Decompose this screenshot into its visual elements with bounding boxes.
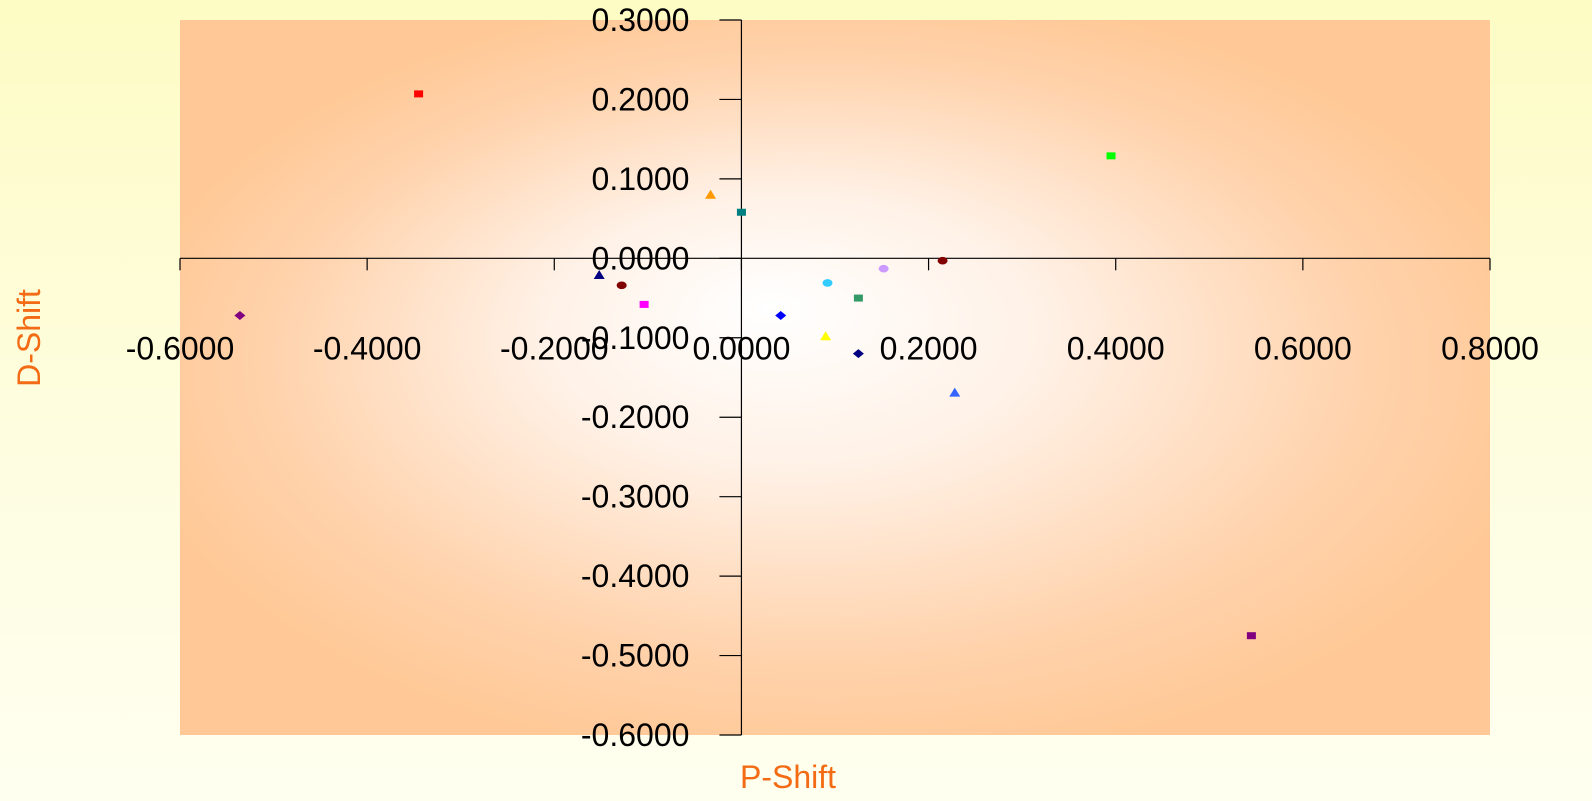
data-point — [593, 270, 605, 280]
data-point — [820, 331, 832, 341]
x-axis-title: P-Shift — [740, 759, 836, 795]
y-tick-label: -0.4000 — [581, 558, 690, 594]
data-point — [1106, 152, 1116, 160]
x-tick-label: -0.2000 — [500, 330, 609, 366]
data-point — [705, 189, 717, 199]
y-tick-label: -0.1000 — [581, 320, 690, 356]
x-tick-label: 0.2000 — [880, 330, 978, 366]
y-axis-title: D-Shift — [11, 289, 47, 387]
x-tick-label: -0.4000 — [313, 330, 422, 366]
data-point — [775, 311, 787, 321]
y-tick-label: -0.6000 — [581, 717, 690, 753]
y-tick-label: -0.5000 — [581, 638, 690, 674]
y-tick-label: 0.2000 — [592, 81, 690, 117]
data-point — [234, 311, 246, 321]
x-tick-label: -0.6000 — [126, 330, 235, 366]
data-point — [414, 90, 424, 98]
y-tick-label: -0.2000 — [581, 399, 690, 435]
data-point — [853, 294, 863, 302]
y-tick-label: 0.3000 — [592, 2, 690, 38]
x-tick-label: 0.6000 — [1254, 330, 1352, 366]
y-tick-label: 0.1000 — [592, 161, 690, 197]
data-point — [616, 281, 627, 290]
y-tick-label: 0.0000 — [592, 240, 690, 276]
data-point — [878, 264, 889, 273]
y-tick-label: -0.3000 — [581, 479, 690, 515]
tick-labels: -0.6000 -0.4000 -0.2000 0.0000 0.2000 0.4000 0… — [126, 2, 1539, 753]
data-points — [234, 90, 1256, 640]
data-point — [949, 387, 961, 397]
data-point — [822, 279, 833, 287]
axes — [179, 19, 1491, 736]
x-tick-label: 0.8000 — [1441, 330, 1539, 366]
data-point — [937, 256, 948, 265]
data-point — [1246, 632, 1256, 640]
plot-area — [180, 20, 1490, 735]
x-tick-label: 0.4000 — [1067, 330, 1165, 366]
data-point — [736, 208, 746, 216]
data-point — [639, 300, 649, 308]
x-tick-label: 0.0000 — [692, 330, 790, 366]
data-point — [852, 349, 864, 359]
